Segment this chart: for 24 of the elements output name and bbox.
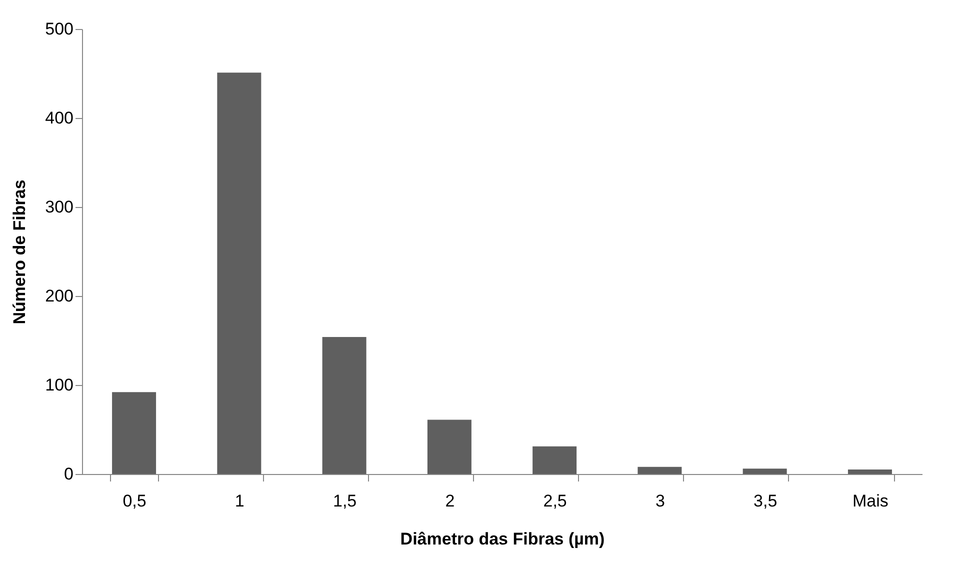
x-tick-label: 3 bbox=[655, 492, 665, 510]
y-axis-title: Número de Fibras bbox=[10, 180, 30, 324]
bar bbox=[532, 446, 577, 474]
x-tick-label: Mais bbox=[852, 492, 888, 510]
x-tick-label: 0,5 bbox=[122, 492, 146, 510]
bar bbox=[638, 466, 682, 474]
bar bbox=[112, 392, 156, 474]
bar bbox=[848, 470, 892, 474]
y-tick-label: 100 bbox=[45, 376, 74, 394]
x-tick-label: 1,5 bbox=[332, 492, 357, 510]
x-tick-label: 2,5 bbox=[543, 492, 567, 510]
x-tick-label: 1 bbox=[234, 492, 244, 510]
y-tick-label: 500 bbox=[45, 20, 74, 38]
y-tick-label: 400 bbox=[45, 108, 74, 128]
y-tick-label: 300 bbox=[45, 198, 74, 216]
y-tick-label: 200 bbox=[45, 286, 74, 306]
bar bbox=[217, 72, 262, 474]
x-tick-label: 3,5 bbox=[754, 492, 778, 510]
bar bbox=[427, 420, 472, 474]
bar bbox=[322, 336, 366, 474]
x-tick-label: 2 bbox=[445, 492, 455, 510]
y-tick-label: 0 bbox=[64, 464, 74, 484]
x-axis-title: Diâmetro das Fibras (µm) bbox=[400, 530, 605, 548]
bar bbox=[742, 468, 787, 474]
